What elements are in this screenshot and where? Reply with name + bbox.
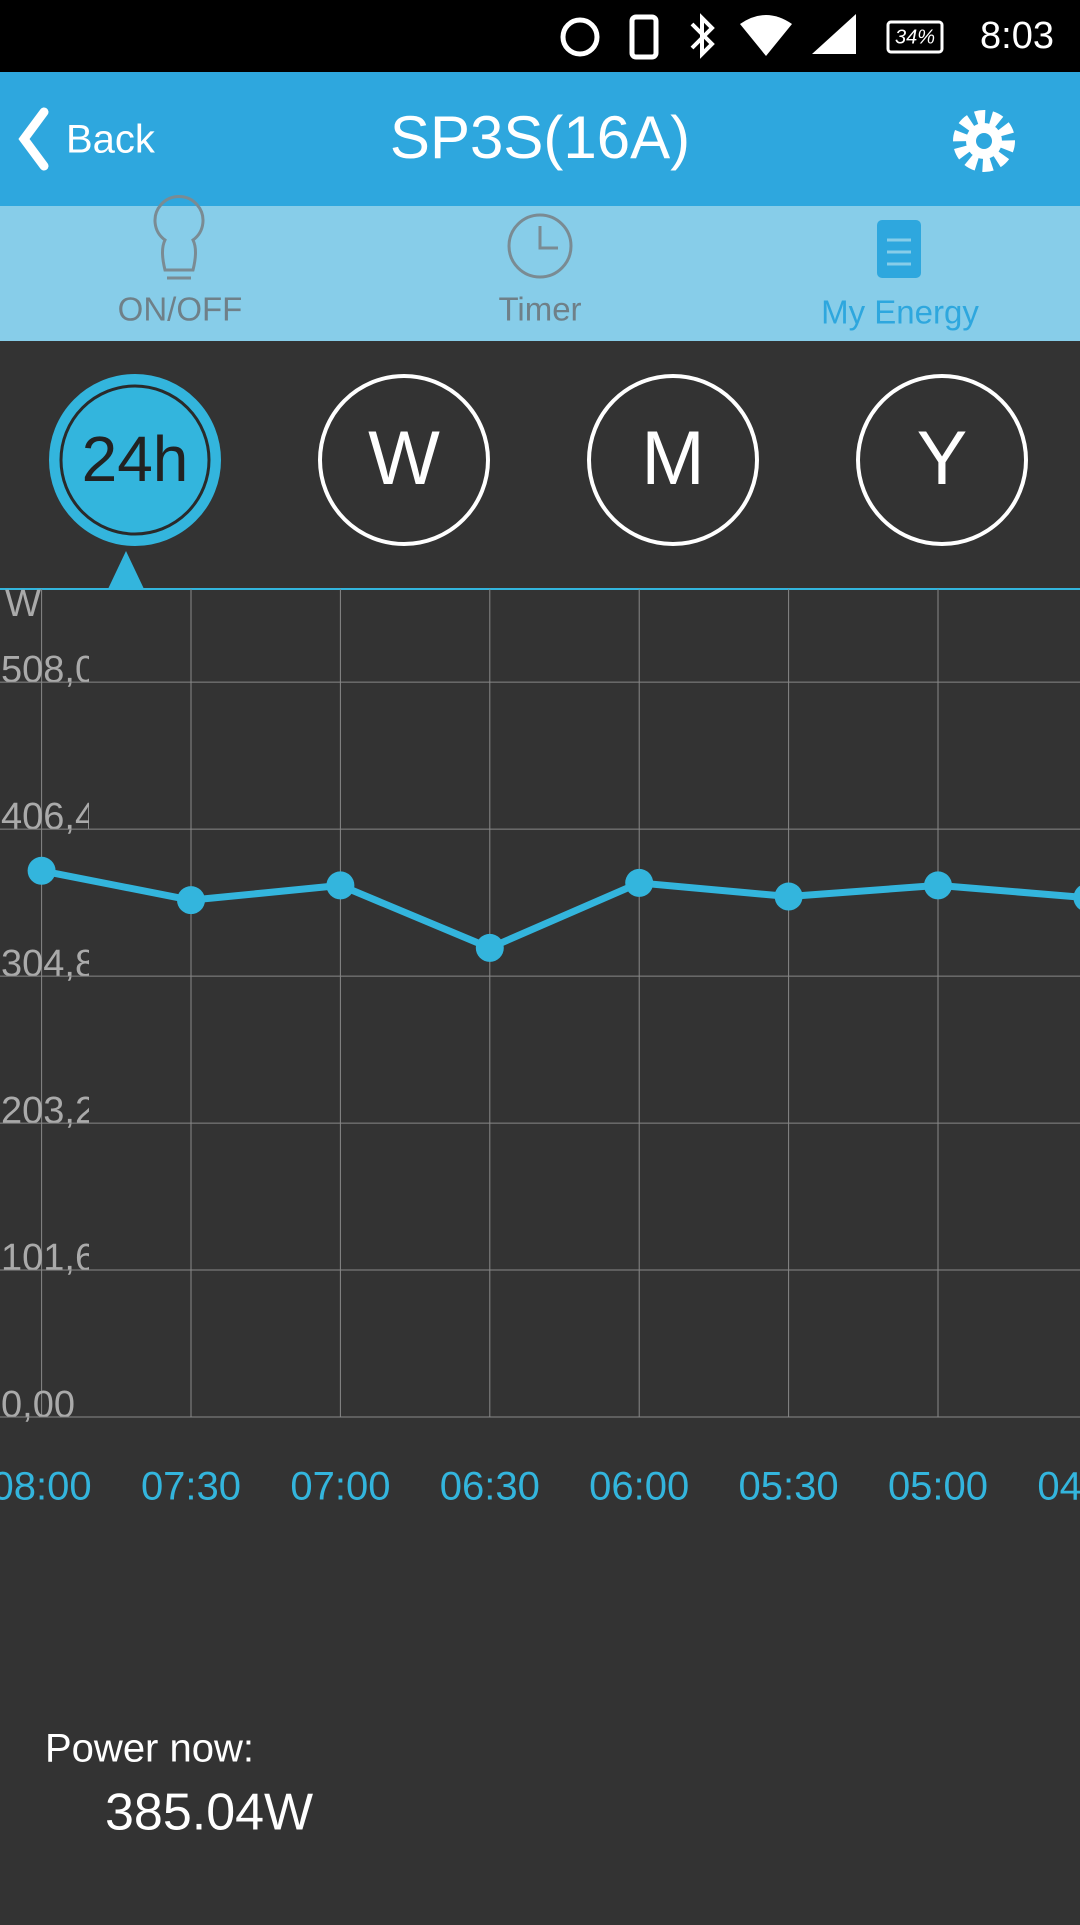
data-point bbox=[475, 933, 504, 962]
y-tick-label: 101,6 bbox=[1, 1237, 96, 1279]
y-tick-label: 203,2 bbox=[1, 1090, 96, 1132]
period-button[interactable] bbox=[49, 374, 221, 546]
y-tick-label: 304,8 bbox=[1, 943, 96, 985]
tab-onoff[interactable]: ON/OFF bbox=[118, 291, 243, 328]
battery-level: 34% bbox=[895, 26, 935, 48]
x-tick-label: 08:00 bbox=[0, 1465, 92, 1509]
x-tick-label: 07:00 bbox=[290, 1465, 390, 1509]
gear-hole bbox=[976, 133, 992, 149]
period-ring bbox=[59, 384, 211, 536]
data-point bbox=[177, 886, 205, 915]
sync-icon bbox=[560, 17, 600, 57]
settings-icon[interactable] bbox=[953, 110, 1015, 172]
battery-icon bbox=[886, 20, 944, 54]
y-tick-label: 406,4 bbox=[1, 796, 96, 838]
x-tick-label: 06:00 bbox=[589, 1465, 689, 1509]
x-tick-label: 06:30 bbox=[440, 1465, 540, 1509]
energy-icon[interactable] bbox=[877, 220, 921, 278]
period-selector: 24h W M Y bbox=[49, 374, 1028, 546]
x-tick-label: 07:30 bbox=[141, 1465, 241, 1509]
data-point bbox=[1073, 885, 1080, 910]
header-bar bbox=[0, 72, 1080, 206]
period-label: Y bbox=[917, 416, 968, 501]
period-button[interactable] bbox=[587, 374, 759, 546]
tab-timer[interactable]: Timer bbox=[498, 291, 581, 328]
clock-icon[interactable] bbox=[507, 213, 573, 279]
back-button[interactable]: Back bbox=[66, 118, 156, 162]
power-label: Power now: bbox=[45, 1727, 254, 1771]
data-point bbox=[774, 882, 803, 911]
tab-energy[interactable]: My Energy bbox=[821, 294, 979, 331]
period-button[interactable] bbox=[318, 374, 490, 546]
data-point bbox=[27, 856, 56, 885]
signal-icon bbox=[812, 14, 856, 54]
y-tick-labels: 0,00 101,6 203,2 304,8 406,4 508,0 bbox=[1, 649, 96, 1426]
clock-hands bbox=[538, 226, 558, 250]
data-point bbox=[326, 871, 355, 900]
data-point bbox=[924, 871, 952, 900]
power-value: 385.04W bbox=[105, 1784, 313, 1842]
clock: 8:03 bbox=[980, 15, 1054, 57]
period-label: W bbox=[368, 416, 440, 501]
header-title: SP3S(16A) bbox=[390, 104, 690, 171]
period-label: 24h bbox=[82, 423, 189, 495]
x-tick-label: 05:00 bbox=[888, 1465, 988, 1509]
x-tick-label: 05:30 bbox=[739, 1465, 839, 1509]
selection-pointer bbox=[108, 551, 144, 589]
period-button[interactable] bbox=[856, 374, 1028, 546]
x-tick-label: 04:30 bbox=[1037, 1465, 1080, 1509]
y-tick-label: 0,00 bbox=[1, 1384, 75, 1426]
y-tick-label: 508,0 bbox=[1, 649, 96, 691]
back-icon[interactable] bbox=[18, 107, 49, 171]
gear-teeth bbox=[953, 110, 1015, 172]
y-axis-label: W bbox=[5, 583, 41, 625]
phone-icon bbox=[629, 14, 659, 60]
wifi-icon bbox=[740, 15, 792, 56]
bulb-icon[interactable] bbox=[153, 195, 205, 280]
period-label: M bbox=[641, 416, 704, 501]
chart: 08:00 07:30 07:00 06:30 06:00 05:30 05:00 04:30… bbox=[0, 589, 1080, 1509]
series-line bbox=[40, 867, 1080, 952]
status-bar bbox=[0, 0, 1080, 72]
energy-icon-lines bbox=[887, 238, 911, 266]
data-point bbox=[625, 868, 654, 897]
bluetooth-icon bbox=[690, 13, 715, 59]
